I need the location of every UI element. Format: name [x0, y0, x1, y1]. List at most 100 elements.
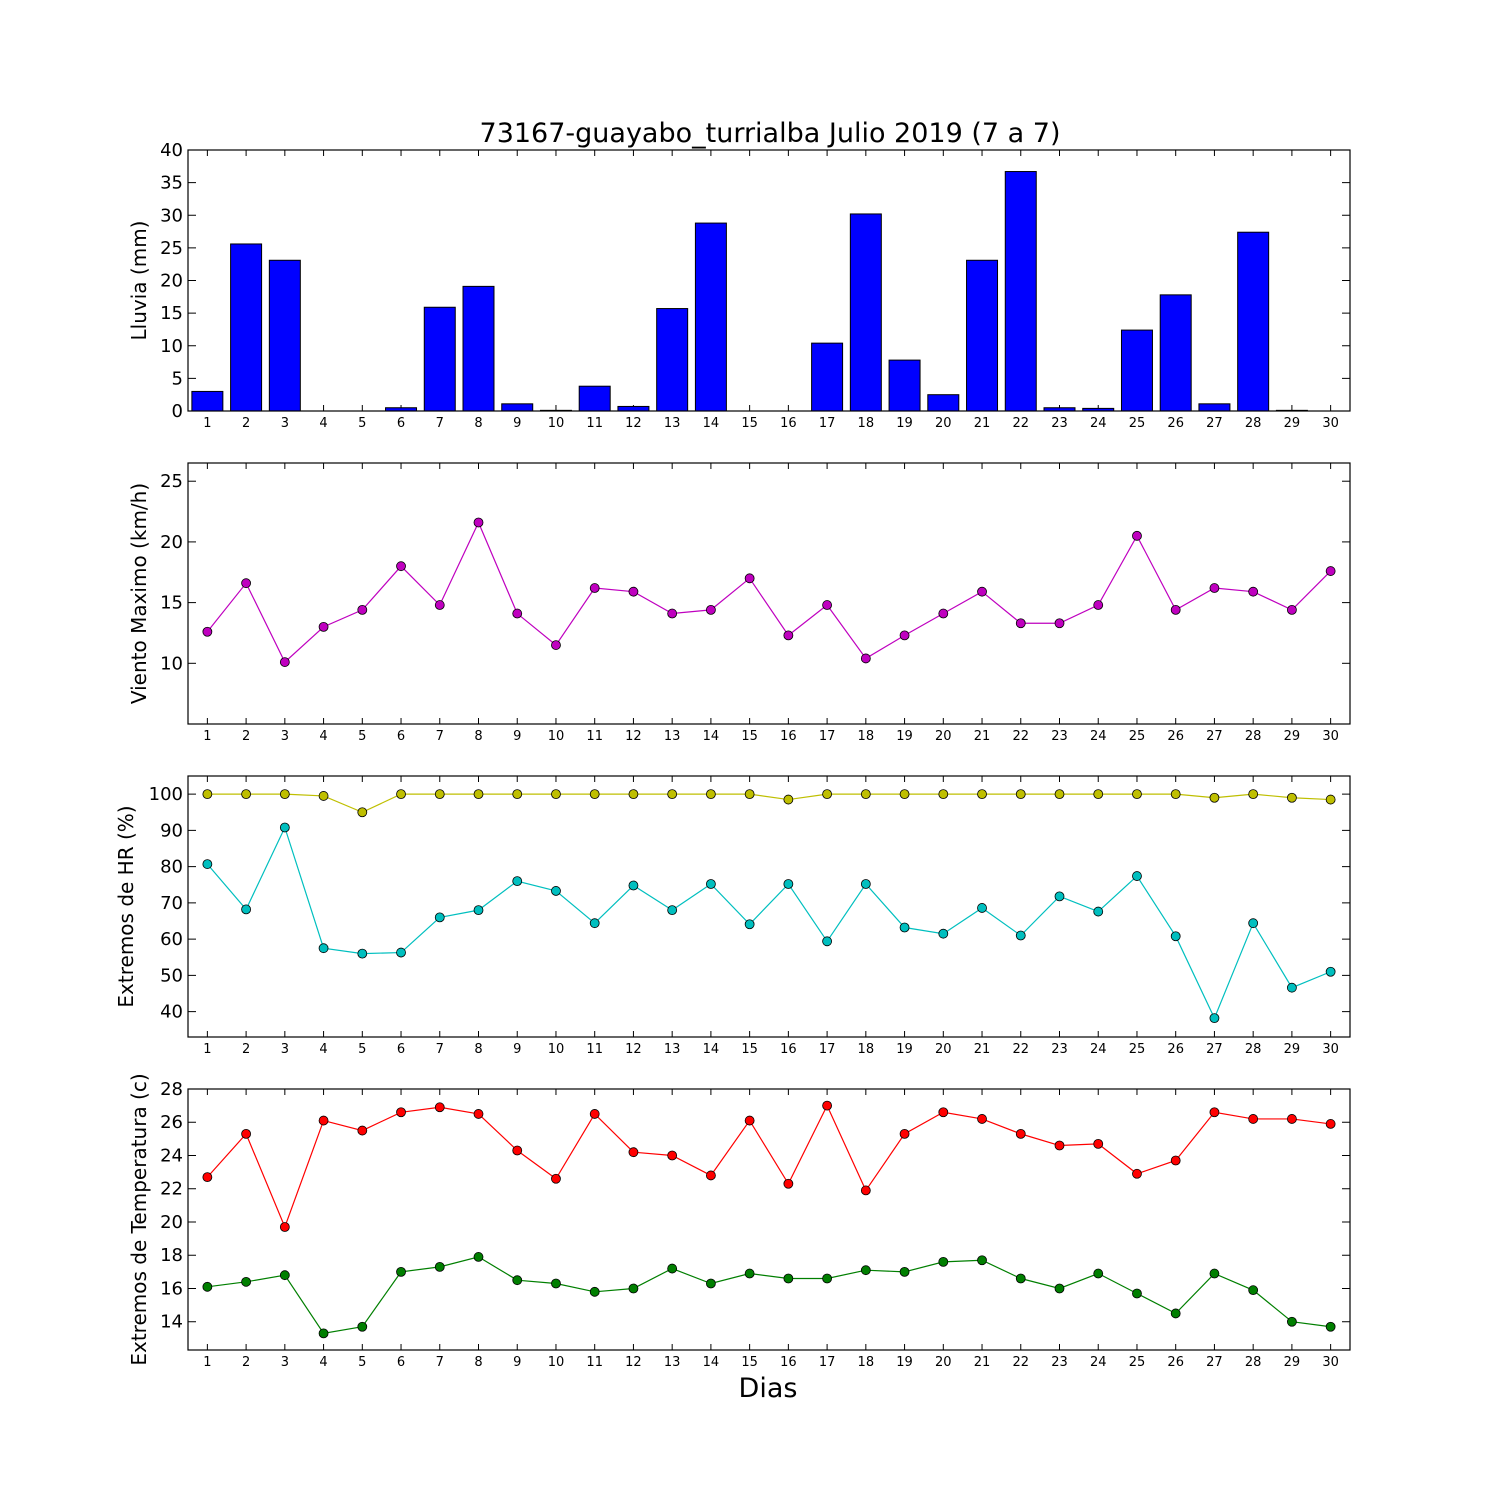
temperature-ytick-label: 20: [160, 1212, 183, 1233]
wind-xtick-label: 13: [664, 729, 681, 744]
humidity-ytick-label: 60: [160, 929, 183, 950]
wind-series-0-point-day-16: [783, 630, 794, 641]
rain-xtick-label: 15: [741, 416, 758, 431]
wind-series-0-point-day-12: [628, 586, 639, 597]
wind-series-0-line: [206, 521, 1332, 664]
temperature-series-1-point-day-21: [977, 1255, 987, 1266]
temperature-xtick-label: 22: [1012, 1355, 1029, 1370]
wind-xtick-label: 4: [319, 729, 327, 744]
temperature-series-0-point-day-22: [1015, 1128, 1026, 1139]
temperature-xtick-label: 19: [896, 1355, 913, 1370]
temperature-xtick-label: 13: [664, 1355, 681, 1370]
rain-bar-day-14: [694, 222, 727, 412]
wind-series-0-point-day-26: [1170, 604, 1181, 615]
temperature-ytick-label: 14: [160, 1312, 183, 1333]
rain-bar-day-18: [849, 213, 882, 412]
humidity-series-0-point-day-23: [1054, 789, 1065, 800]
humidity-xtick-label: 12: [625, 1042, 642, 1057]
wind-series-0-point-day-17: [822, 600, 832, 610]
wind-series-0-point-day-27: [1209, 583, 1220, 593]
rain-xtick-label: 11: [586, 416, 603, 431]
humidity-xtick-label: 17: [819, 1042, 836, 1057]
wind-xtick-label: 16: [780, 729, 797, 744]
wind-xtick-label: 15: [741, 729, 758, 744]
temperature-series-1-point-day-4: [318, 1328, 329, 1339]
rain-bar-day-3: [268, 259, 301, 412]
rain-xtick-label: 16: [780, 416, 797, 431]
wind-series-0-point-day-20: [938, 608, 949, 619]
humidity-y-axis-label: Extremos de HR (%): [114, 805, 138, 1007]
temperature-ytick-label: 22: [160, 1179, 183, 1200]
humidity-series-0-point-day-4: [318, 791, 329, 801]
wind-xtick-label: 19: [896, 729, 913, 744]
temperature-ytick-label: 18: [160, 1245, 183, 1266]
temperature-series-1-point-day-30: [1325, 1321, 1336, 1332]
humidity-ytick-label: 40: [160, 1002, 183, 1023]
humidity-series-1-point-day-14: [706, 879, 716, 889]
temperature-series-0-point-day-2: [241, 1128, 252, 1139]
humidity-xtick-label: 18: [858, 1042, 875, 1057]
wind-series-0-point-day-11: [589, 583, 600, 593]
humidity-ytick-label: 70: [160, 893, 183, 914]
temperature-y-axis-label: Extremos de Temperatura (c): [127, 1073, 151, 1365]
temperature-xtick-label: 10: [548, 1355, 565, 1370]
humidity-series-1-point-day-26: [1170, 931, 1181, 942]
temperature-series-1-point-day-19: [899, 1266, 910, 1277]
rain-bar-day-26: [1159, 294, 1192, 412]
temperature-series-1-point-day-26: [1170, 1308, 1181, 1319]
humidity-series-1-point-day-4: [318, 943, 329, 954]
humidity-series-0-point-day-2: [241, 789, 252, 800]
temperature-xtick-label: 24: [1090, 1355, 1107, 1370]
temperature-series-0-point-day-10: [551, 1173, 561, 1184]
temperature-series-0-point-day-26: [1170, 1155, 1181, 1166]
temperature-axes-frame: [187, 1088, 1351, 1351]
rain-xtick-label: 20: [935, 416, 952, 431]
wind-xtick-label: 6: [397, 729, 405, 744]
wind-series-0-point-day-5: [357, 604, 368, 615]
rain-xtick-label: 12: [625, 416, 642, 431]
humidity-xtick-label: 5: [358, 1042, 366, 1057]
humidity-xtick-label: 15: [741, 1042, 758, 1057]
humidity-xtick-label: 29: [1284, 1042, 1301, 1057]
rain-xtick-label: 2: [242, 416, 250, 431]
temperature-series-0-point-day-3: [279, 1222, 290, 1232]
humidity-series-1-point-day-22: [1015, 930, 1026, 941]
rain-bar-day-11: [578, 385, 611, 412]
rain-bar-day-25: [1120, 329, 1153, 412]
humidity-xtick-label: 30: [1322, 1042, 1339, 1057]
temperature-xtick-label: 29: [1284, 1355, 1301, 1370]
temperature-series-0-point-day-5: [357, 1125, 368, 1136]
humidity-series-0-point-day-15: [744, 789, 755, 800]
humidity-series-1-point-day-30: [1325, 966, 1336, 977]
rain-xtick-label: 22: [1012, 416, 1029, 431]
humidity-series-0-point-day-19: [899, 789, 910, 800]
humidity-series-0-point-day-9: [512, 789, 523, 800]
rain-xtick-label: 29: [1284, 416, 1301, 431]
humidity-xtick-label: 4: [319, 1042, 327, 1057]
humidity-xtick-label: 13: [664, 1042, 681, 1057]
wind-axes-frame: [187, 462, 1351, 725]
temperature-series-0-point-day-12: [628, 1147, 639, 1158]
temperature-series-1-point-day-10: [551, 1278, 561, 1289]
rain-ytick-label: 40: [160, 140, 183, 161]
humidity-series-0-point-day-12: [628, 789, 639, 800]
temperature-series-0-point-day-19: [899, 1128, 910, 1139]
humidity-series-0-point-day-29: [1287, 792, 1297, 803]
rain-bar-day-9: [501, 403, 534, 412]
rain-ytick-label: 10: [160, 336, 183, 357]
humidity-xtick-label: 21: [974, 1042, 991, 1057]
temperature-xtick-label: 3: [281, 1355, 289, 1370]
humidity-series-1-point-day-2: [241, 904, 252, 915]
temperature-xtick-label: 11: [586, 1355, 603, 1370]
temperature-series-1-point-day-24: [1093, 1268, 1104, 1279]
humidity-xtick-label: 2: [242, 1042, 250, 1057]
wind-series-0-point-day-15: [744, 573, 755, 584]
humidity-series-0-point-day-16: [783, 794, 794, 805]
wind-series-0-point-day-1: [202, 626, 213, 637]
humidity-series-0-point-day-1: [202, 789, 213, 800]
humidity-xtick-label: 24: [1090, 1042, 1107, 1057]
wind-series-0-point-day-10: [551, 640, 561, 650]
wind-series-0-point-day-21: [977, 586, 987, 597]
rain-xtick-label: 23: [1051, 416, 1068, 431]
